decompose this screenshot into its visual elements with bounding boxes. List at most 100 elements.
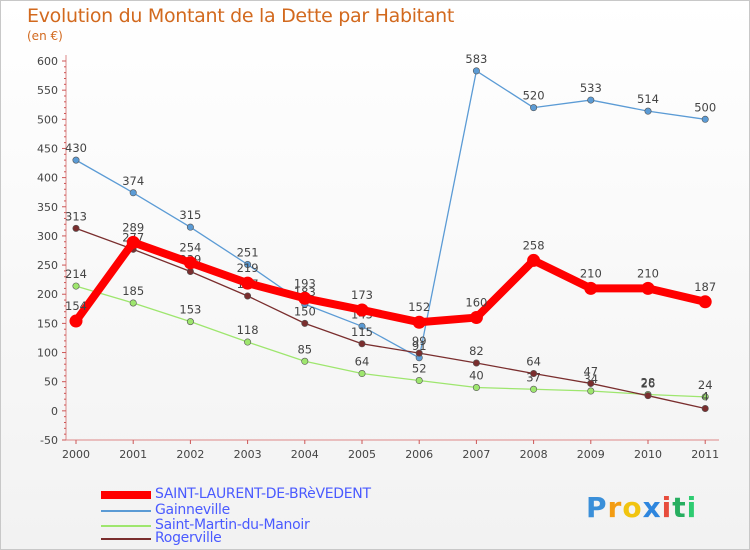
chart-subtitle: (en €) [27, 29, 63, 43]
logo-letter: i [686, 491, 698, 524]
data-point [644, 107, 652, 115]
x-tick-label: 2002 [176, 448, 204, 461]
data-label: 150 [294, 304, 316, 318]
data-point [355, 303, 369, 317]
proxiti-logo: Proxiti [586, 491, 697, 524]
logo-letter: x [642, 491, 662, 524]
data-point [412, 315, 426, 329]
x-tick-label: 2004 [291, 448, 319, 461]
data-label: 520 [523, 89, 545, 103]
legend-item-saint-laurent: SAINT-LAURENT-DE-BRèVEDENT [101, 486, 421, 502]
data-label: 251 [237, 245, 259, 259]
data-label: 173 [351, 288, 373, 302]
series-line [75, 285, 706, 398]
data-point [244, 338, 252, 346]
data-point [186, 318, 194, 326]
series-line [72, 238, 710, 327]
data-point [472, 384, 480, 392]
data-point [469, 311, 483, 325]
data-label: 99 [412, 334, 427, 348]
legend-swatch [101, 491, 151, 499]
y-tick-label: 250 [37, 259, 58, 272]
x-tick-label: 2001 [119, 448, 147, 461]
series-line [75, 70, 706, 359]
data-label: 187 [694, 280, 716, 294]
data-point [358, 340, 366, 348]
data-label: 219 [237, 261, 259, 275]
x-tick-label: 2003 [234, 448, 262, 461]
x-tick-label: 2011 [691, 448, 719, 461]
legend-item-rogerville: Rogerville [101, 530, 421, 546]
data-label: 315 [179, 208, 201, 222]
legend-swatch [101, 510, 151, 512]
y-tick-label: 450 [37, 142, 58, 155]
data-label: 514 [637, 92, 659, 106]
data-label: 153 [179, 303, 201, 317]
data-label: 258 [523, 238, 545, 252]
logo-letter: r [607, 491, 623, 524]
logo-letter: P [586, 491, 608, 524]
data-point [241, 276, 255, 290]
y-tick-label: 550 [37, 84, 58, 97]
data-point [129, 189, 137, 197]
data-point [69, 314, 83, 328]
data-point [358, 370, 366, 378]
data-label: 154 [65, 299, 87, 313]
data-point [72, 156, 80, 164]
data-label: 533 [580, 81, 602, 95]
data-point [244, 292, 252, 300]
chart-title: Evolution du Montant de la Dette par Hab… [27, 5, 455, 27]
data-point [698, 295, 712, 309]
data-label: 47 [583, 364, 598, 378]
data-point [641, 281, 655, 295]
data-point [584, 281, 598, 295]
legend-label: Rogerville [155, 530, 222, 546]
legend-label: Saint-Martin-du-Manoir [155, 517, 310, 533]
legend-item-saint-martin: Saint-Martin-du-Manoir [101, 517, 421, 533]
x-tick-label: 2005 [348, 448, 376, 461]
x-tick-label: 2007 [462, 448, 490, 461]
y-tick-label: 400 [37, 172, 58, 185]
data-label: 115 [351, 325, 373, 339]
y-tick-label: -50 [40, 434, 58, 447]
data-label: 185 [122, 284, 144, 298]
data-label: 26 [641, 377, 656, 391]
data-label: 40 [469, 369, 484, 383]
legend-label: SAINT-LAURENT-DE-BRèVEDENT [155, 486, 371, 502]
logo-letter: t [672, 491, 687, 524]
data-label: 500 [694, 100, 716, 114]
data-label: 289 [122, 220, 144, 234]
data-label: 254 [179, 241, 201, 255]
data-point [701, 393, 709, 401]
data-point [587, 96, 595, 104]
legend-swatch [101, 538, 151, 540]
data-label: 28 [641, 376, 656, 390]
data-point [701, 405, 709, 413]
data-point [415, 377, 423, 385]
data-point [72, 224, 80, 232]
data-label: 24 [698, 378, 713, 392]
logo-letter: o [622, 491, 643, 524]
data-point [472, 359, 480, 367]
data-point [301, 357, 309, 365]
data-point [587, 387, 595, 395]
data-point [244, 260, 252, 268]
y-tick-label: 0 [51, 405, 58, 418]
data-label: 374 [122, 174, 144, 188]
data-label: 52 [412, 362, 427, 376]
data-label: 91 [412, 339, 427, 353]
y-tick-label: 300 [37, 230, 58, 243]
data-point [301, 319, 309, 327]
data-label: 214 [65, 267, 87, 281]
data-point [530, 385, 538, 393]
y-tick-label: 150 [37, 317, 58, 330]
data-point [644, 392, 652, 400]
data-point [186, 267, 194, 275]
data-point [415, 349, 423, 357]
data-point [186, 223, 194, 231]
y-tick-label: 200 [37, 288, 58, 301]
y-tick-label: 50 [44, 376, 58, 389]
data-label: 64 [355, 355, 370, 369]
